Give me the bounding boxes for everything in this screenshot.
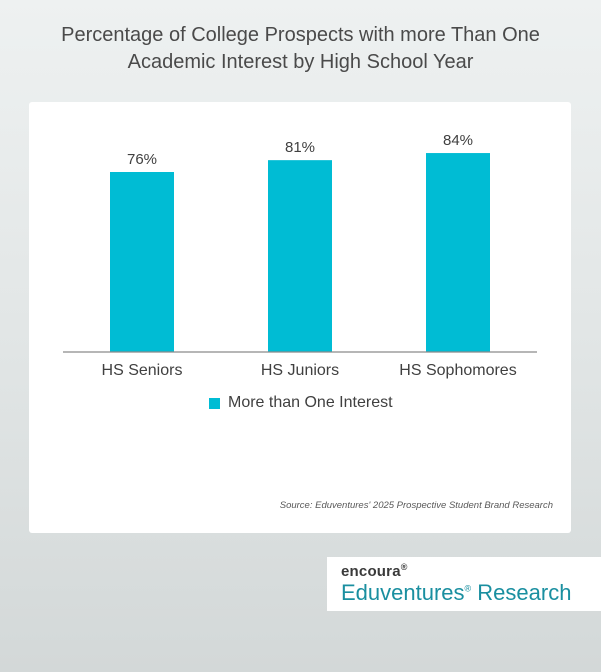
chart-title-line-1: Percentage of College Prospects with mor… bbox=[61, 24, 540, 46]
brand-encoura: encoura® bbox=[341, 562, 408, 580]
brand-eduventures-text: Eduventures bbox=[341, 580, 465, 605]
legend: More than One Interest bbox=[209, 394, 393, 412]
brand-encoura-reg: ® bbox=[400, 562, 408, 572]
legend-swatch bbox=[209, 397, 220, 409]
bar-chart: 76% HS Seniors 81% HS Juniors 84% HS Sophomor… bbox=[63, 132, 537, 379]
source-note: Source: Eduventures' 2025 Prospective St… bbox=[279, 500, 553, 511]
chart-card: 76% HS Seniors 81% HS Juniors 84% HS Sophomor… bbox=[29, 102, 571, 533]
brand-eduventures-reg: ® bbox=[464, 583, 472, 594]
data-label-hs-juniors: 81% bbox=[285, 139, 315, 156]
brand-logo: encoura® Eduventures® Research bbox=[327, 557, 601, 611]
bar-hs-seniors bbox=[110, 172, 174, 352]
data-label-hs-seniors: 76% bbox=[127, 151, 157, 168]
chart-title: Percentage of College Prospects with mor… bbox=[0, 22, 601, 76]
brand-eduventures-research: Eduventures® Research bbox=[341, 580, 571, 606]
chart-title-line-2: Academic Interest by High School Year bbox=[127, 51, 474, 73]
bar-hs-juniors bbox=[268, 160, 332, 352]
brand-encoura-text: encoura bbox=[341, 563, 401, 580]
brand-research-text: Research bbox=[477, 580, 572, 605]
data-label-hs-sophomores: 84% bbox=[443, 132, 473, 149]
legend-label: More than One Interest bbox=[228, 394, 393, 411]
bar-hs-sophomores bbox=[426, 153, 490, 352]
x-tick-label-hs-sophomores: HS Sophomores bbox=[399, 362, 516, 379]
x-tick-label-hs-juniors: HS Juniors bbox=[261, 362, 339, 379]
x-tick-label-hs-seniors: HS Seniors bbox=[102, 362, 183, 379]
